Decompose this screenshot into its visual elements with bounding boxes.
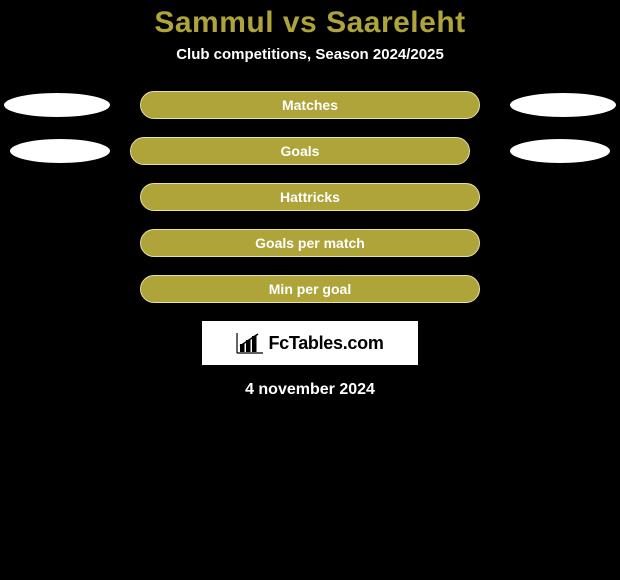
stat-bar: Matches xyxy=(140,91,480,119)
right-value-ellipse xyxy=(510,139,610,163)
logo-text: FcTables.com xyxy=(268,333,383,354)
logo-box: FcTables.com xyxy=(202,321,418,365)
update-date: 4 november 2024 xyxy=(0,381,620,399)
row-gpm: Goals per match xyxy=(0,229,620,257)
fctables-logo: FcTables.com xyxy=(236,332,383,354)
left-value-ellipse xyxy=(10,139,110,163)
stat-label: Hattricks xyxy=(280,189,340,205)
row-matches: Matches xyxy=(0,91,620,119)
bars-icon xyxy=(236,332,264,354)
stat-label: Goals per match xyxy=(255,235,365,251)
left-value-ellipse xyxy=(4,93,110,117)
row-mpg: Min per goal xyxy=(0,275,620,303)
comparison-title: Sammul vs Saareleht xyxy=(0,6,620,40)
stat-bar: Goals xyxy=(130,137,470,165)
right-value-ellipse xyxy=(510,93,616,117)
row-hattricks: Hattricks xyxy=(0,183,620,211)
stat-label: Matches xyxy=(282,97,338,113)
comparison-rows: Matches Goals Hattricks Goals per match … xyxy=(0,91,620,303)
stat-label: Goals xyxy=(281,143,320,159)
stat-bar: Hattricks xyxy=(140,183,480,211)
row-goals: Goals xyxy=(0,137,620,165)
comparison-subtitle: Club competitions, Season 2024/2025 xyxy=(0,46,620,63)
stat-bar: Goals per match xyxy=(140,229,480,257)
stat-bar: Min per goal xyxy=(140,275,480,303)
stat-label: Min per goal xyxy=(269,281,351,297)
